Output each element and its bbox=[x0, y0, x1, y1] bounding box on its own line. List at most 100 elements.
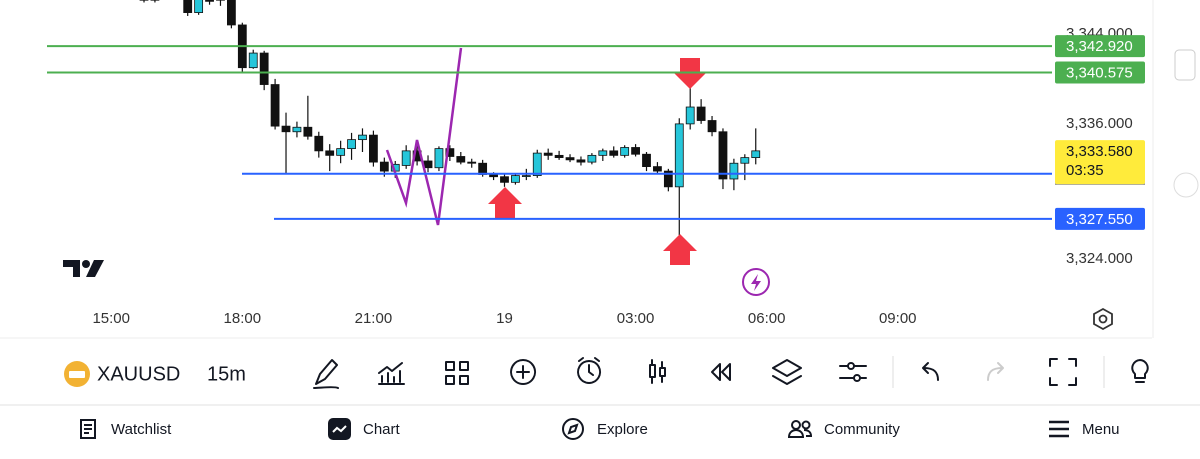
candle-body bbox=[566, 158, 574, 160]
candle-body bbox=[282, 126, 290, 132]
symbol-icon-bar bbox=[69, 371, 85, 378]
candle-body bbox=[249, 53, 257, 68]
candle-body bbox=[500, 177, 508, 183]
x-tick-label: 18:00 bbox=[224, 310, 262, 327]
candle-body bbox=[479, 163, 487, 174]
indicators[interactable] bbox=[379, 363, 404, 384]
candle-body bbox=[369, 135, 377, 162]
candle-body bbox=[227, 0, 235, 25]
candle-body bbox=[424, 161, 432, 168]
event-bolt bbox=[751, 274, 761, 291]
settings-icon[interactable] bbox=[1094, 309, 1112, 329]
price-level-label: 3,340.575 bbox=[1066, 64, 1133, 81]
x-tick-label: 09:00 bbox=[879, 310, 917, 327]
candle-body bbox=[195, 0, 203, 13]
candle-body bbox=[380, 162, 388, 171]
y-tick-label: 3,336.000 bbox=[1066, 115, 1133, 132]
candle-body bbox=[675, 124, 683, 187]
candle-body bbox=[435, 149, 443, 168]
explore-needle bbox=[569, 425, 577, 433]
x-tick-label: 19 bbox=[496, 310, 513, 327]
zigzag-drawing bbox=[387, 48, 461, 225]
y-tick-label: 3,324.000 bbox=[1066, 250, 1133, 267]
community-icon[interactable] bbox=[792, 421, 800, 429]
x-tick-label: 03:00 bbox=[617, 310, 655, 327]
interval[interactable]: 15m bbox=[207, 363, 246, 385]
candle-body bbox=[315, 136, 323, 151]
nav-item[interactable]: Chart bbox=[363, 421, 401, 438]
candle-body bbox=[555, 155, 563, 157]
candle-body bbox=[621, 147, 629, 155]
symbol[interactable]: XAUUSD bbox=[97, 363, 180, 385]
candle-body bbox=[653, 167, 661, 171]
candle-body bbox=[610, 151, 618, 155]
ideas[interactable] bbox=[1132, 360, 1147, 382]
candle-body bbox=[337, 149, 345, 156]
chart-type[interactable] bbox=[650, 360, 665, 383]
arrow-up bbox=[663, 234, 697, 265]
alert[interactable] bbox=[578, 358, 600, 383]
nav-icons bbox=[81, 419, 1069, 439]
candle-body bbox=[730, 163, 738, 179]
candle-body bbox=[293, 127, 301, 131]
layouts[interactable] bbox=[446, 362, 468, 384]
price-level-label: 3,342.920 bbox=[1066, 38, 1133, 55]
draw-tool[interactable] bbox=[314, 360, 338, 388]
candle-body bbox=[522, 176, 530, 177]
candle-body bbox=[719, 132, 727, 179]
candle-body bbox=[348, 140, 356, 149]
candle-body bbox=[490, 174, 498, 176]
candle-body bbox=[686, 107, 694, 124]
candle-body bbox=[402, 151, 410, 166]
objects[interactable] bbox=[773, 360, 801, 384]
candle-body bbox=[697, 107, 705, 120]
candle-body bbox=[588, 155, 596, 162]
explore-icon[interactable] bbox=[563, 419, 583, 439]
x-tick-label: 06:00 bbox=[748, 310, 786, 327]
price-level-label: 3,327.550 bbox=[1066, 211, 1133, 228]
nav-item[interactable]: Watchlist bbox=[111, 421, 172, 438]
nav-item[interactable]: Menu bbox=[1082, 421, 1120, 438]
candle-body bbox=[741, 158, 749, 164]
candle-body bbox=[457, 156, 465, 162]
candle-body bbox=[544, 153, 552, 155]
fullscreen[interactable] bbox=[1050, 359, 1076, 385]
candle-body bbox=[577, 160, 585, 162]
candle-body bbox=[184, 0, 192, 13]
menu-icon[interactable] bbox=[1049, 422, 1069, 436]
candle-body bbox=[358, 135, 366, 139]
candle-body bbox=[599, 151, 607, 155]
nav-item[interactable]: Explore bbox=[597, 421, 648, 438]
candle-body bbox=[533, 153, 541, 175]
replay[interactable] bbox=[712, 364, 730, 380]
last-price-label: 3,333.580 bbox=[1066, 143, 1133, 160]
candle-body bbox=[632, 147, 640, 154]
countdown: 03:35 bbox=[1066, 162, 1104, 179]
add[interactable] bbox=[511, 360, 535, 384]
candle-body bbox=[206, 0, 214, 1]
x-tick-label: 21:00 bbox=[355, 310, 393, 327]
redo[interactable] bbox=[988, 363, 1003, 380]
tv-logo bbox=[63, 260, 104, 277]
undo[interactable] bbox=[923, 363, 938, 380]
toolbar-icons bbox=[314, 358, 1148, 388]
candle-body bbox=[326, 151, 334, 155]
candle-body bbox=[752, 151, 760, 158]
candle-body bbox=[511, 176, 519, 183]
arrow-up bbox=[488, 187, 522, 218]
candle-body bbox=[271, 85, 279, 127]
candle-body bbox=[468, 162, 476, 163]
side-handle[interactable] bbox=[1175, 50, 1195, 80]
candle-body bbox=[643, 154, 651, 166]
plot-area bbox=[140, 0, 760, 235]
candle-body bbox=[260, 53, 268, 84]
side-button[interactable] bbox=[1174, 173, 1198, 197]
candle-body bbox=[708, 121, 716, 132]
x-tick-label: 15:00 bbox=[92, 310, 130, 327]
watchlist-icon[interactable] bbox=[81, 420, 95, 438]
nav-item[interactable]: Community bbox=[824, 421, 900, 438]
candle-body bbox=[304, 127, 312, 136]
arrow-down bbox=[673, 58, 707, 89]
